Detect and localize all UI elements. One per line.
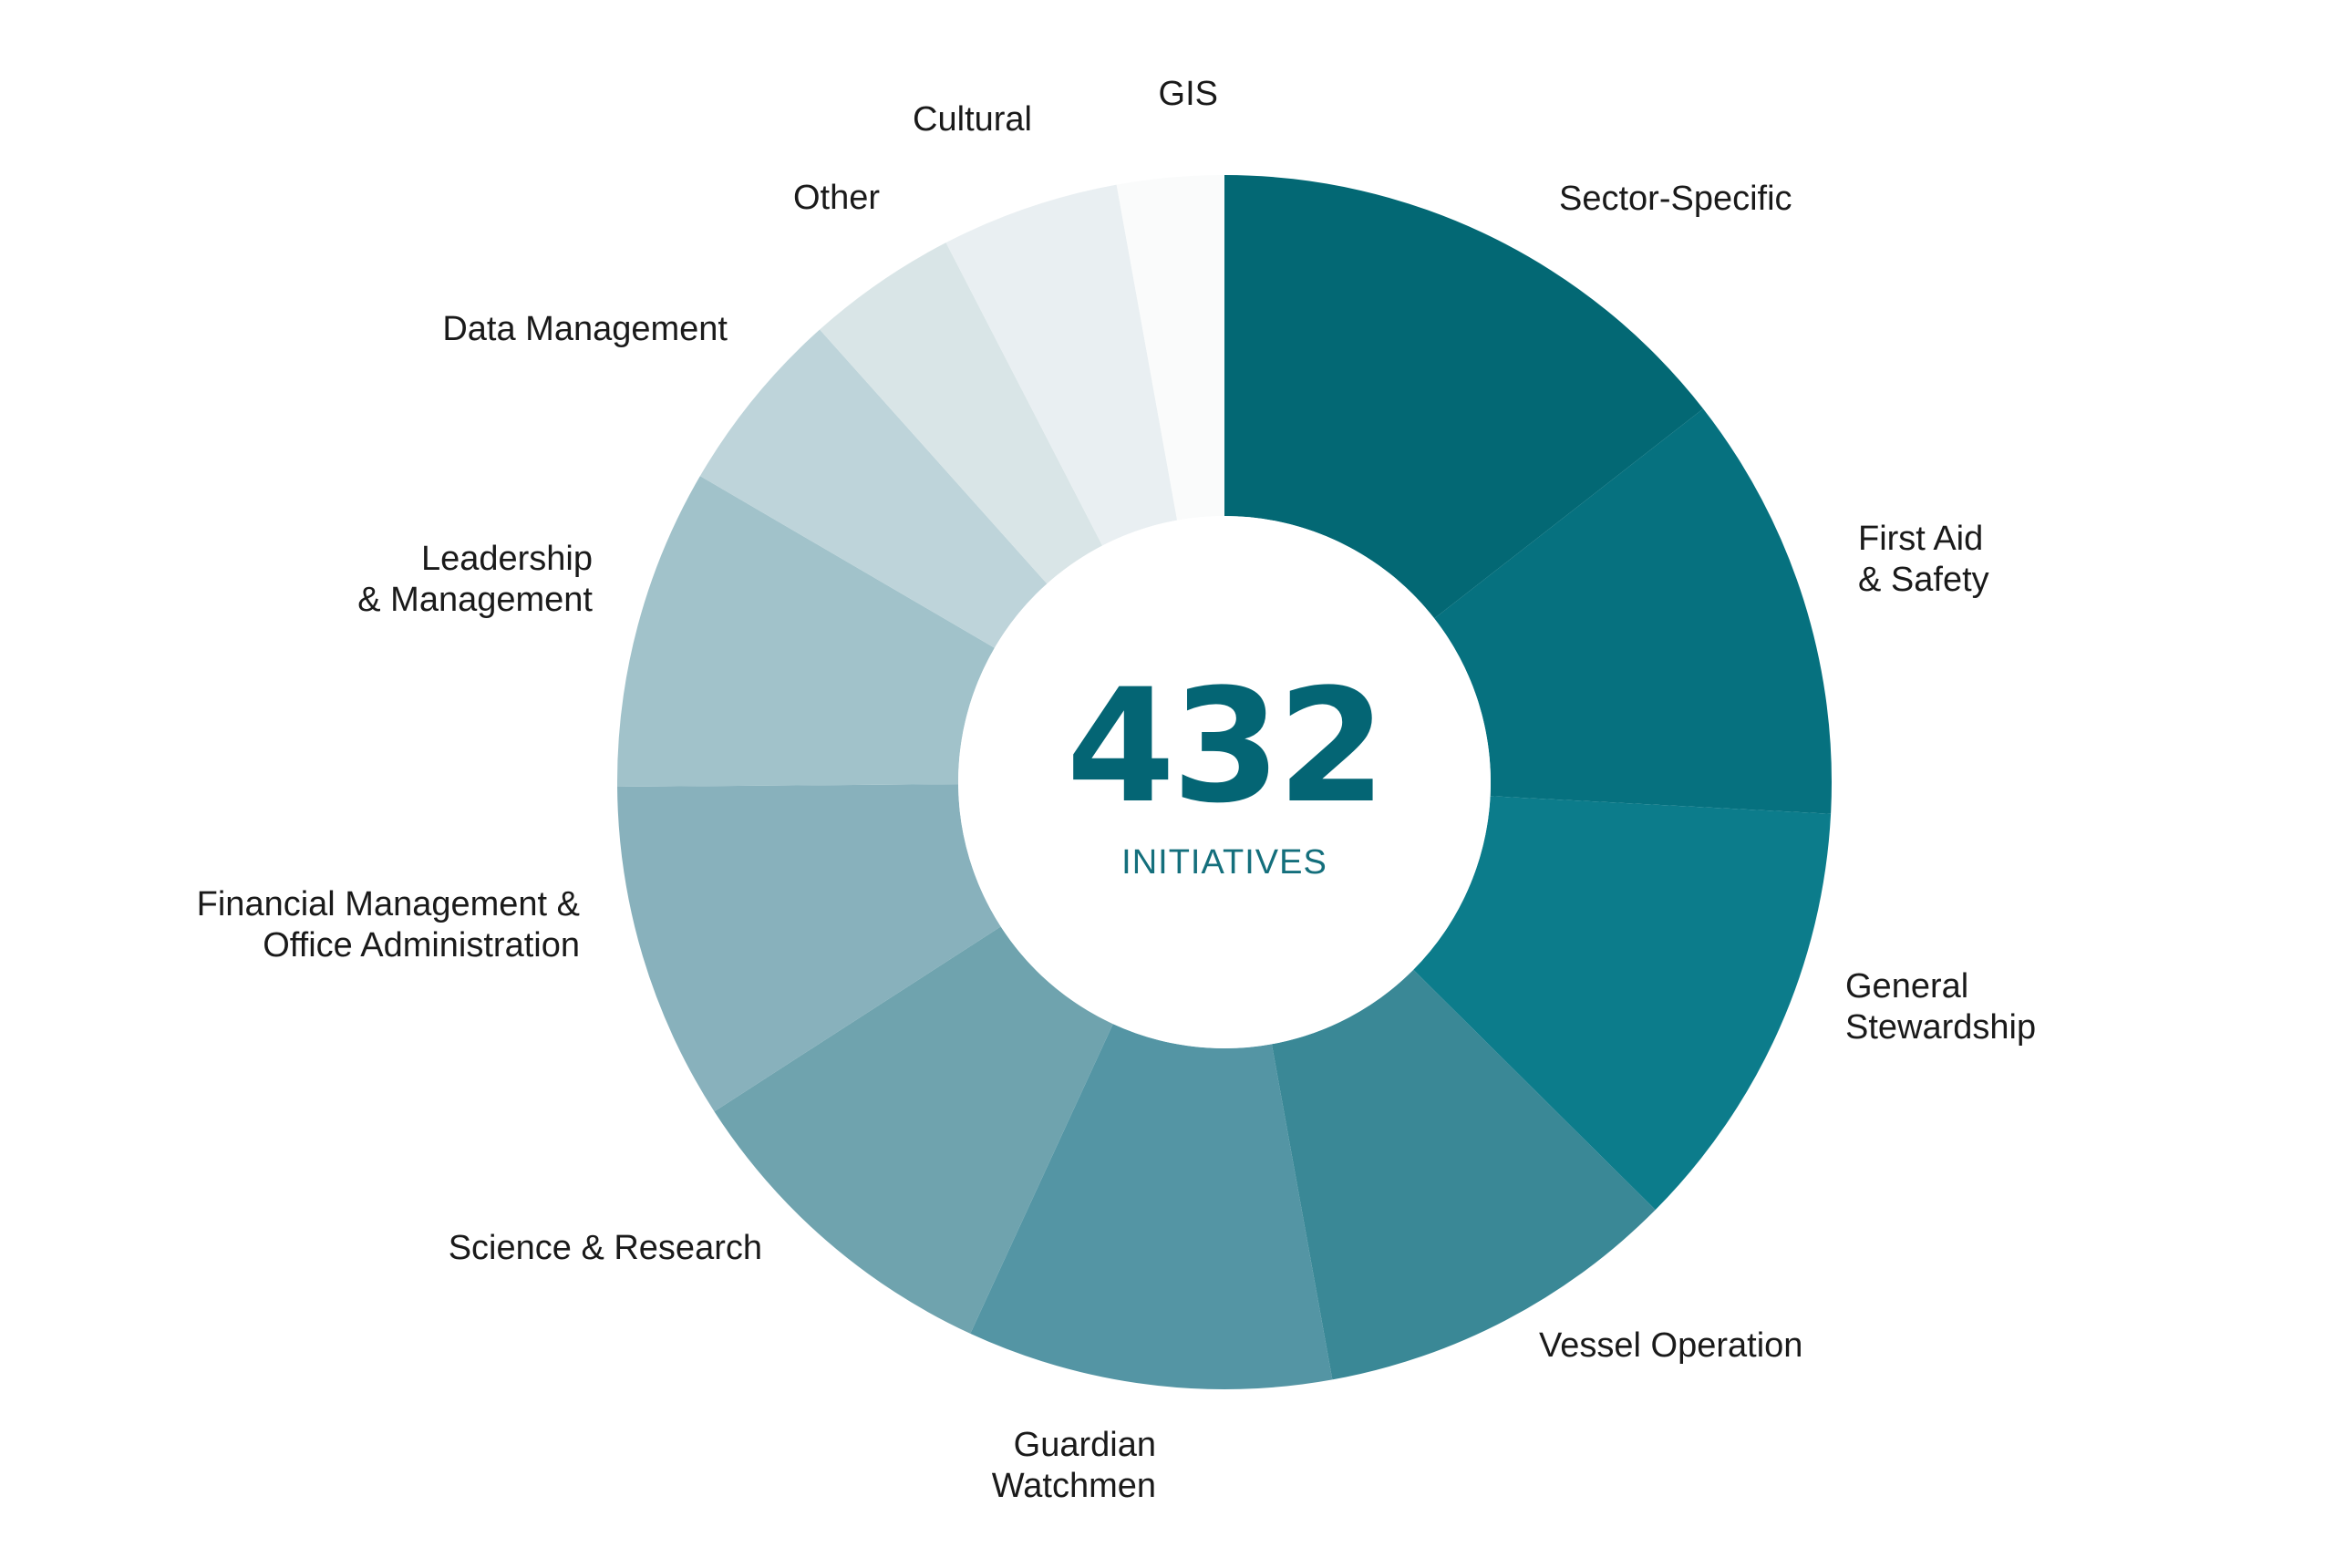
slice-label: GIS (1159, 75, 1218, 113)
slice-label: General Stewardship (1845, 967, 2036, 1047)
donut-slice-sector-specific (1224, 175, 1704, 619)
slice-label-line: General (1845, 967, 1968, 1006)
donut-slice-data-management (699, 329, 1048, 648)
donut-hole (958, 516, 1491, 1048)
donut-slice-cultural (945, 184, 1178, 546)
slice-label: Cultural (913, 100, 1032, 139)
donut-slice-vessel-operation (1271, 969, 1656, 1380)
slice-label: Guardian Watchmen (992, 1426, 1156, 1505)
slice-label: Other (793, 179, 880, 217)
center-label: INITIATIVES (1121, 843, 1327, 882)
slice-label: Data Management (442, 310, 728, 348)
donut-slice-gis (1116, 175, 1224, 521)
slice-label-line: Cultural (913, 100, 1032, 139)
slice-label-line: Guardian (1014, 1426, 1156, 1464)
slice-label-line: & Management (357, 581, 593, 619)
donut-slice-other (820, 242, 1103, 584)
slice-label-line: Watchmen (992, 1467, 1156, 1505)
slice-label-line: Stewardship (1845, 1008, 2036, 1047)
slice-label: Vessel Operation (1539, 1326, 1802, 1365)
slice-label: Sector-Specific (1559, 180, 1792, 218)
slice-label: Financial Management & Office Administrat… (197, 885, 580, 965)
donut-slice-first-aid-safety (1434, 408, 1833, 814)
slice-label-line: GIS (1159, 75, 1218, 113)
slice-label-line: & Safety (1858, 561, 1989, 599)
slice-label-line: Other (793, 179, 880, 217)
slice-label-line: Data Management (442, 310, 728, 348)
slice-label-line: Vessel Operation (1539, 1326, 1802, 1365)
slice-label: First Aid & Safety (1858, 520, 1989, 599)
slice-label: Leadership & Management (357, 540, 593, 619)
donut-slice-guardian-watchmen (970, 1024, 1333, 1389)
slice-label-line: Leadership (421, 540, 593, 578)
donut-slice-leadership-management (616, 476, 995, 787)
donut-slice-financial-management-office-administration (617, 784, 1001, 1112)
slice-label-line: Financial Management & (197, 885, 580, 923)
slice-label-line: Office Administration (263, 926, 580, 965)
center-value: 432 (1066, 655, 1382, 838)
slice-label-line: Science & Research (449, 1229, 762, 1267)
donut-slices (616, 175, 1833, 1389)
slice-label-line: Sector-Specific (1559, 180, 1792, 218)
slice-label: Science & Research (449, 1229, 762, 1267)
slice-label-line: First Aid (1858, 520, 1983, 558)
donut-slice-science-research (714, 926, 1113, 1334)
donut-slice-general-stewardship (1413, 796, 1832, 1211)
